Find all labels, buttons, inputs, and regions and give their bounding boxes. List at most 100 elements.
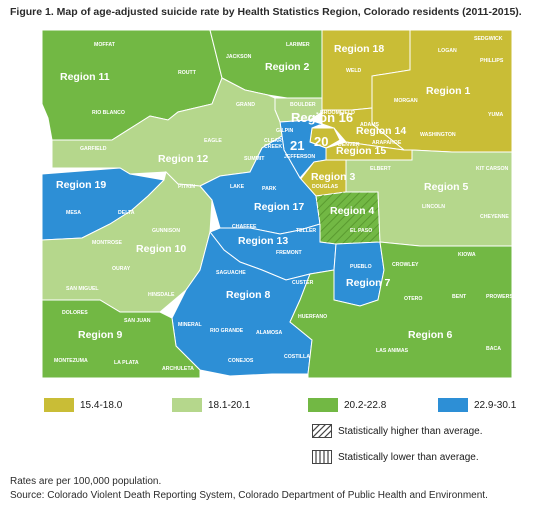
county-ouray: OURAY — [112, 266, 131, 272]
county-morgan: MORGAN — [394, 98, 418, 104]
county-la-plata: LA PLATA — [114, 360, 139, 366]
region-14-label: Region 14 — [356, 125, 406, 137]
county-denver: DENVER — [338, 142, 360, 148]
county-san-juan: SAN JUAN — [124, 318, 151, 324]
county-weld: WELD — [346, 68, 362, 74]
county-pueblo: PUEBLO — [350, 264, 372, 270]
colorado-map: Region 11 Region 2 Region 18 Region 1 Re… — [41, 29, 513, 379]
county-montezuma: MONTEZUMA — [54, 358, 88, 364]
legend-label-band3: 20.2-22.8 — [344, 400, 387, 411]
source-note: Source: Colorado Violent Death Reporting… — [10, 490, 488, 501]
county-prowers: PROWERS — [486, 294, 513, 300]
region-18-label: Region 18 — [334, 43, 384, 55]
rates-note: Rates are per 100,000 population. — [10, 476, 162, 487]
region-11-label: Region 11 — [60, 71, 110, 83]
region-2-label: Region 2 — [265, 61, 309, 73]
county-yuma: YUMA — [488, 112, 504, 118]
county-las-animas: LAS ANIMAS — [376, 348, 409, 354]
region-12-shape — [51, 77, 283, 187]
county-broomfield: BROOMFIELD — [320, 110, 355, 116]
county-elbert: ELBERT — [370, 166, 392, 172]
region-9-shape — [41, 299, 201, 379]
county-teller: TELLER — [296, 228, 316, 234]
legend-swatch-band4 — [438, 398, 468, 412]
region-12-label: Region 12 — [158, 153, 208, 165]
county-douglas: DOUGLAS — [312, 184, 338, 190]
county-otero: OTERO — [404, 296, 422, 302]
region-5-label: Region 5 — [424, 181, 468, 193]
region-13-label: Region 13 — [238, 235, 288, 247]
legend-higher-label: Statistically higher than average. — [338, 426, 483, 437]
county-pitkin: PITKIN — [178, 184, 195, 190]
legend-label-band4: 22.9-30.1 — [474, 400, 517, 411]
county-saguache: SAGUACHE — [216, 270, 246, 276]
county-mesa: MESA — [66, 210, 81, 216]
region-3-label: Region 3 — [311, 171, 355, 183]
legend-lower-swatch — [312, 450, 332, 464]
region-6-label: Region 6 — [408, 329, 452, 341]
county-logan: LOGAN — [438, 48, 457, 54]
county-delta: DELTA — [118, 210, 135, 216]
legend-label-band2: 18.1-20.1 — [208, 400, 251, 411]
region-20-label: 20 — [314, 134, 328, 149]
county-gunnison: GUNNISON — [152, 228, 180, 234]
county-conejos: CONEJOS — [228, 358, 254, 364]
region-6-shape — [289, 241, 513, 379]
county-park: PARK — [262, 186, 277, 192]
county-kit-carson: KIT CARSON — [476, 166, 509, 172]
figure-title: Figure 1. Map of age-adjusted suicide ra… — [10, 6, 522, 18]
region-19-label: Region 19 — [56, 179, 106, 191]
county-moffat: MOFFAT — [94, 42, 116, 48]
region-4-label: Region 4 — [330, 205, 374, 217]
county-montrose: MONTROSE — [92, 240, 123, 246]
region-15-label: Region 15 — [336, 145, 386, 157]
county-clear-creek-1: CLEAR — [264, 138, 282, 144]
legend-lower-label: Statistically lower than average. — [338, 452, 479, 463]
county-crowley: CROWLEY — [392, 262, 419, 268]
county-alamosa: ALAMOSA — [256, 330, 282, 336]
legend-swatch-band1 — [44, 398, 74, 412]
county-rio-grande: RIO GRANDE — [210, 328, 244, 334]
county-chaffee: CHAFFEE — [232, 224, 257, 230]
county-gilpin: GILPIN — [276, 128, 294, 134]
county-routt: ROUTT — [178, 70, 197, 76]
legend-higher-swatch — [312, 424, 332, 438]
county-phillips: PHILLIPS — [480, 58, 504, 64]
county-baca: BACA — [486, 346, 501, 352]
county-archuleta: ARCHULETA — [162, 366, 194, 372]
region-17-label: Region 17 — [254, 201, 304, 213]
legend-swatch-band2 — [172, 398, 202, 412]
county-arapahoe: ARAPAHOE — [372, 140, 402, 146]
legend-label-band1: 15.4-18.0 — [80, 400, 123, 411]
county-jefferson: JEFFERSON — [284, 154, 315, 160]
county-el-paso: EL PASO — [350, 228, 372, 234]
county-grand: GRAND — [236, 102, 255, 108]
county-lake: LAKE — [230, 184, 245, 190]
county-lincoln: LINCOLN — [422, 204, 445, 210]
county-custer: CUSTER — [292, 280, 314, 286]
county-adams: ADAMS — [360, 122, 380, 128]
county-huerfano: HUERFANO — [298, 314, 327, 320]
region-21-label: 21 — [290, 138, 304, 153]
county-clear-creek-2: CREEK — [264, 144, 282, 150]
county-fremont: FREMONT — [276, 250, 302, 256]
region-7-shape — [333, 241, 385, 307]
county-dolores: DOLORES — [62, 310, 88, 316]
county-san-miguel: SAN MIGUEL — [66, 286, 99, 292]
region-1-label: Region 1 — [426, 85, 470, 97]
county-garfield: GARFIELD — [80, 146, 107, 152]
legend-swatch-band3 — [308, 398, 338, 412]
county-rio-blanco: RIO BLANCO — [92, 110, 125, 116]
county-jackson: JACKSON — [226, 54, 252, 60]
county-mineral: MINERAL — [178, 322, 202, 328]
county-sedgwick: SEDGWICK — [474, 36, 503, 42]
county-bent: BENT — [452, 294, 467, 300]
county-summit: SUMMIT — [244, 156, 265, 162]
region-7-label: Region 7 — [346, 277, 390, 289]
county-cheyenne: CHEYENNE — [480, 214, 509, 220]
county-kiowa: KIOWA — [458, 252, 476, 258]
region-16-label: Region 16 — [291, 110, 353, 125]
region-9-label: Region 9 — [78, 329, 122, 341]
region-8-label: Region 8 — [226, 289, 270, 301]
region-10-label: Region 10 — [136, 243, 186, 255]
